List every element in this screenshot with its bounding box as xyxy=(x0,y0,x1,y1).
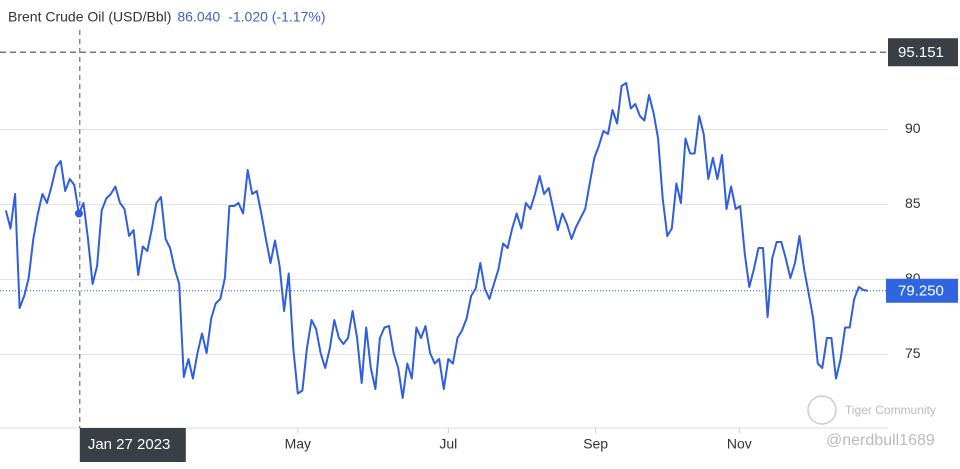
crosshair-x-label: Jan 27 2023 xyxy=(88,436,171,453)
crosshair-x-box xyxy=(79,428,186,462)
watermark: Tiger Community xyxy=(845,403,936,417)
watermark-logo xyxy=(807,395,837,425)
header-value: 86.040 xyxy=(177,9,220,25)
last-value-box xyxy=(886,278,958,303)
x-tick-label: May xyxy=(285,436,311,452)
x-tick-label: Sep xyxy=(583,436,608,452)
crosshair-y-label: 95.151 xyxy=(898,44,944,61)
watermark: @nerdbull1689 xyxy=(826,432,935,449)
y-tick-label: 85 xyxy=(905,195,921,211)
crosshair-y-box xyxy=(888,38,958,67)
price-line xyxy=(4,82,869,399)
header-change: -1.020 (-1.17%) xyxy=(228,9,325,25)
chart-title: Brent Crude Oil (USD/Bbl) xyxy=(8,9,171,25)
y-tick-label: 75 xyxy=(905,345,921,361)
x-tick-label: Jul xyxy=(439,436,457,452)
y-tick-label: 90 xyxy=(905,120,921,136)
last-value-label: 79.250 xyxy=(898,283,944,300)
crosshair-point xyxy=(74,209,83,218)
x-tick-label: Nov xyxy=(727,436,752,452)
